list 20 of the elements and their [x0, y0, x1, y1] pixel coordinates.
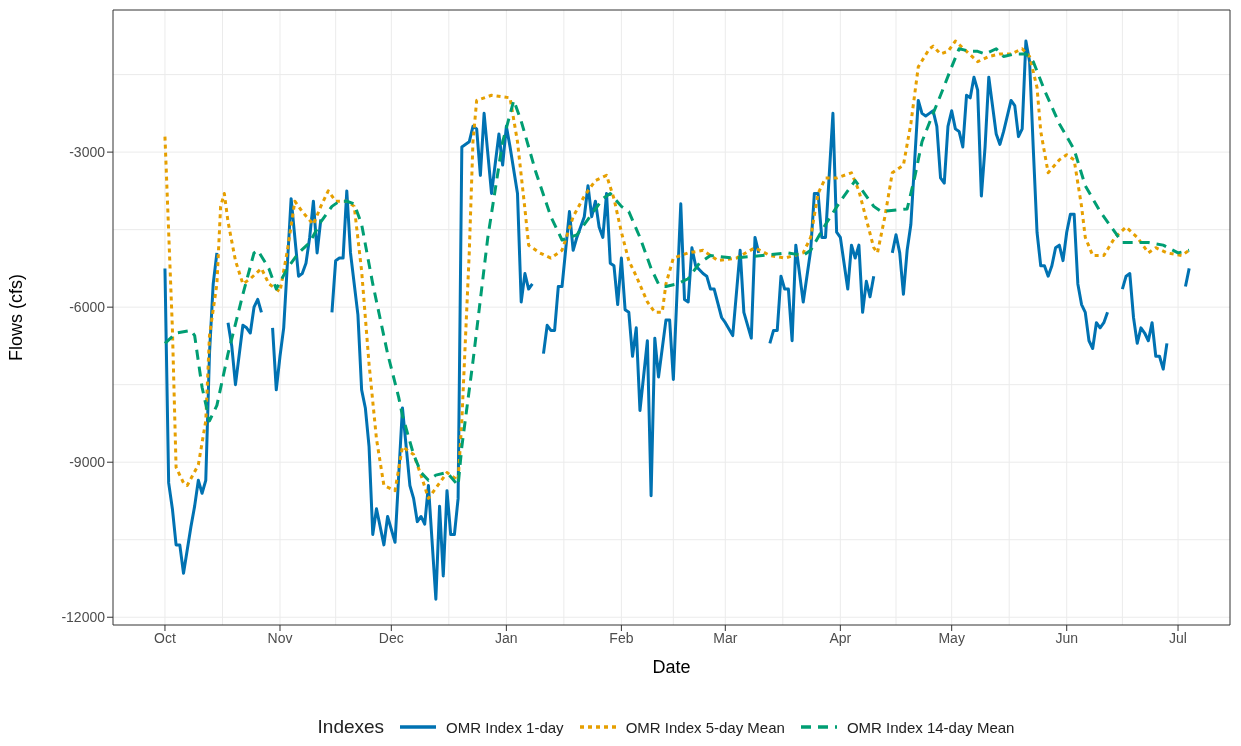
legend-label: OMR Index 14-day Mean — [846, 718, 1015, 736]
legend-label: OMR Index 1-day — [446, 718, 564, 736]
x-tick-label: Apr — [829, 629, 852, 646]
x-tick-label: Oct — [154, 629, 176, 646]
x-tick-label: Jul — [1169, 629, 1187, 646]
legend-title: Indexes — [317, 716, 385, 738]
x-tick-label: Jan — [495, 629, 518, 646]
y-axis-title: Flows (cfs) — [6, 274, 27, 361]
y-tick-label: -6000 — [69, 299, 106, 316]
y-tick-label: -9000 — [69, 454, 106, 471]
legend-label: OMR Index 5-day Mean — [625, 718, 785, 736]
y-tick-label: -12000 — [61, 609, 106, 626]
y-tick-label: -3000 — [69, 144, 106, 161]
x-tick-label: Mar — [713, 629, 738, 646]
x-tick-label: Feb — [609, 629, 634, 646]
x-tick-label: Dec — [378, 629, 404, 646]
x-tick-label: Nov — [267, 629, 293, 646]
x-tick-label: Jun — [1055, 629, 1079, 646]
x-axis-title: Date — [652, 657, 691, 677]
x-tick-label: May — [938, 629, 965, 646]
